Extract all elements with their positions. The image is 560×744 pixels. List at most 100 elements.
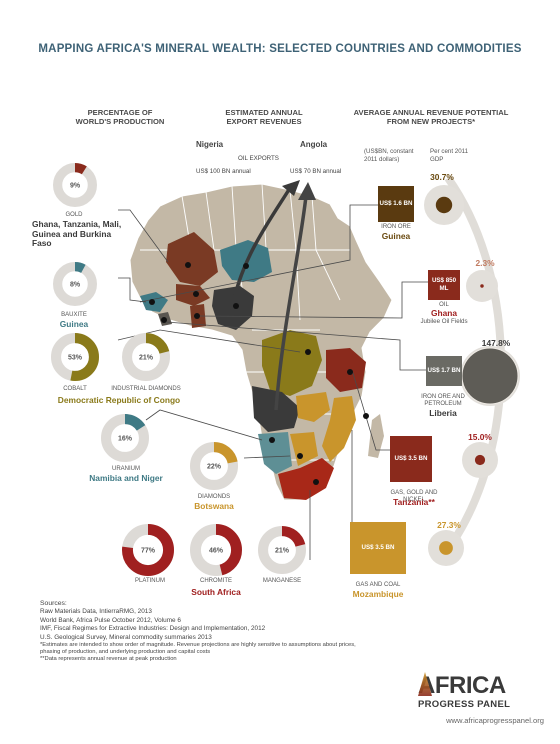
production-header: PERCENTAGE OF WORLD'S PRODUCTION (75, 108, 165, 126)
diamonds-donut-label: 22% (207, 464, 222, 471)
guinea-project-connector (139, 204, 378, 303)
drc-country: Democratic Republic of Congo (57, 395, 181, 405)
page-title: MAPPING AFRICA'S MINERAL WEALTH: SELECTE… (38, 43, 522, 55)
botswana-region (290, 432, 318, 466)
angola-label: Angola (300, 140, 328, 149)
tanzania-project-country: Tanzania** (393, 497, 435, 507)
industrial-diamonds-donut-segment (122, 333, 171, 381)
guinea-project-country: Guinea (381, 231, 411, 241)
tanzania-gdp-dot (474, 454, 486, 466)
gold-donut-segment (52, 162, 97, 207)
zambia-region (296, 392, 330, 422)
madagascar (368, 414, 384, 458)
chromite-caption: CHROMITE (200, 578, 232, 584)
logo-line2: PROGRESS PANEL (418, 699, 511, 710)
chromite-donut-segment (190, 524, 243, 577)
ghana-pct: 2.3% (475, 258, 495, 268)
mozambique-pct: 27.3% (437, 520, 461, 530)
source-line: U.S. Geological Survey, Mineral commodit… (40, 633, 212, 641)
platinum-donut-label: 77% (141, 548, 156, 555)
namibia-region (258, 432, 292, 474)
sources-heading: Sources: (40, 600, 67, 607)
projects-units-left: (US$BN, constant 2011 dollars) (364, 148, 414, 163)
mozambique-region (322, 396, 356, 462)
gold-donut-label: 9% (70, 183, 81, 190)
cobalt-donut-segment (51, 333, 100, 381)
exports-header: ESTIMATED ANNUAL EXPORT REVENUES (225, 108, 303, 126)
source-line: IMF, Fiscal Regimes for Extractive Indus… (40, 625, 266, 633)
tanzania-commodity: GAS, GOLD AND NICKEL (390, 490, 438, 503)
liberia-commodity: IRON ORE AND PETROLEUM (421, 394, 465, 407)
nigeria-label: Nigeria (196, 140, 224, 149)
gold-connector (118, 209, 169, 263)
bauxite-country: Guinea (59, 319, 89, 329)
ghana-extra: Jubilee Oil Fields (420, 318, 468, 325)
bauxite-connector (118, 277, 147, 303)
uranium-connector (145, 409, 263, 441)
mozambique-gdp-dot (439, 541, 453, 555)
bauxite-caption: BAUXITE (61, 312, 87, 318)
source-line: World Bank, Africa Pulse October 2012, V… (40, 616, 181, 624)
diamonds-caption: DIAMONDS (197, 494, 231, 500)
liberia-project-country: Liberia (429, 408, 457, 418)
source-note: phasing of production, and underlying pr… (40, 649, 211, 656)
nigeria-export-arrow (230, 187, 292, 311)
angola-value: US$ 70 BN annual (290, 168, 342, 175)
projects-units-right: Per cent 2011 GDP (430, 148, 469, 163)
uranium-caption: URANIUM (112, 466, 140, 472)
chromite-donut-label: 46% (209, 548, 224, 555)
tanzania-region (326, 348, 366, 392)
mozambique-commodity: GAS AND COAL (355, 582, 401, 588)
oil-exports-label: OIL EXPORTS (238, 155, 279, 162)
south-africa-country: South Africa (191, 587, 241, 597)
ghana-project-country: Ghana (430, 308, 458, 318)
liberia-project-connector (165, 321, 426, 371)
guinea-commodity: IRON ORE (381, 224, 411, 230)
ghana-value-box: US$ 850 ML (428, 270, 460, 300)
gold-countries: Ghana, Tanzania, Mali, Guinea and Burkin… (32, 219, 122, 248)
drc-region (262, 330, 322, 396)
production-donuts: 9% 8% 53% 21% 16% 22% 77% 46% 21% (51, 162, 307, 577)
logo-url: www.africaprogresspanel.org (446, 716, 544, 725)
guinea-pct: 30.7% (430, 172, 454, 182)
industrial-diamonds-caption: INDUSTRIAL DIAMONDS (111, 386, 181, 392)
project-circles (424, 185, 520, 566)
logo-line1: AFRICA (418, 672, 506, 699)
bauxite-donut-label: 8% (70, 282, 81, 289)
nigeria-arrow-head (282, 180, 300, 196)
liberia-pct: 147.8% (481, 338, 511, 348)
industrial-diamonds-donut-label: 21% (139, 355, 154, 362)
ghana-commodity: OIL (439, 302, 449, 308)
projects-header: AVERAGE ANNUAL REVENUE POTENTIAL FROM NE… (353, 108, 509, 126)
liberia-value-box: US$ 1.7 BN (426, 356, 462, 386)
manganese-caption: MANGANESE (262, 578, 302, 584)
angola-export-arrow (274, 195, 308, 411)
platinum-donut-segment (122, 523, 175, 577)
liberia-gdp-dot (461, 347, 519, 405)
sources-block: Sources: Raw Materials Data, IntierraRMG… (40, 600, 356, 663)
manganese-donut-segment (257, 525, 306, 574)
cobalt-caption: COBALT (63, 386, 87, 392)
platinum-caption: PLATINUM (135, 578, 165, 584)
tanzania-project-connector (351, 369, 390, 451)
gold-caption: GOLD (65, 212, 83, 218)
nigeria-value: US$ 100 BN annual (196, 168, 251, 175)
mozambique-value-box: US$ 3.5 BN (350, 522, 406, 574)
logo: AFRICA PROGRESS PANEL (418, 672, 538, 710)
source-note: *Estimates are intended to show order of… (40, 642, 356, 649)
manganese-donut-label: 21% (275, 548, 290, 555)
mozambique-project-country: Mozambique (352, 589, 404, 599)
angola-arrow-head (298, 182, 316, 200)
south-africa-region (278, 458, 334, 500)
uranium-donut-segment (101, 414, 150, 462)
botswana-country: Botswana (194, 501, 234, 511)
mali-region (166, 232, 218, 286)
uranium-donut-label: 16% (118, 436, 133, 443)
source-note: **Data represents annual revenue at peak… (40, 656, 177, 663)
cobalt-donut-label: 53% (68, 355, 83, 362)
guinea-gdp-dot (435, 196, 453, 214)
uranium-countries: Namibia and Niger (89, 473, 163, 483)
tanzania-value-box: US$ 3.5 BN (390, 436, 432, 482)
diamonds-donut-segment (190, 441, 239, 490)
